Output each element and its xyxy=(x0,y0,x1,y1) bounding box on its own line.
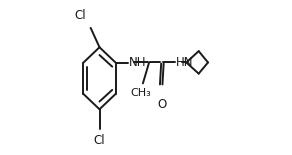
Text: HN: HN xyxy=(176,56,193,69)
Text: O: O xyxy=(157,98,166,111)
Text: NH: NH xyxy=(129,56,147,69)
Text: CH₃: CH₃ xyxy=(131,88,152,98)
Text: Cl: Cl xyxy=(75,9,86,22)
Text: Cl: Cl xyxy=(94,134,105,147)
